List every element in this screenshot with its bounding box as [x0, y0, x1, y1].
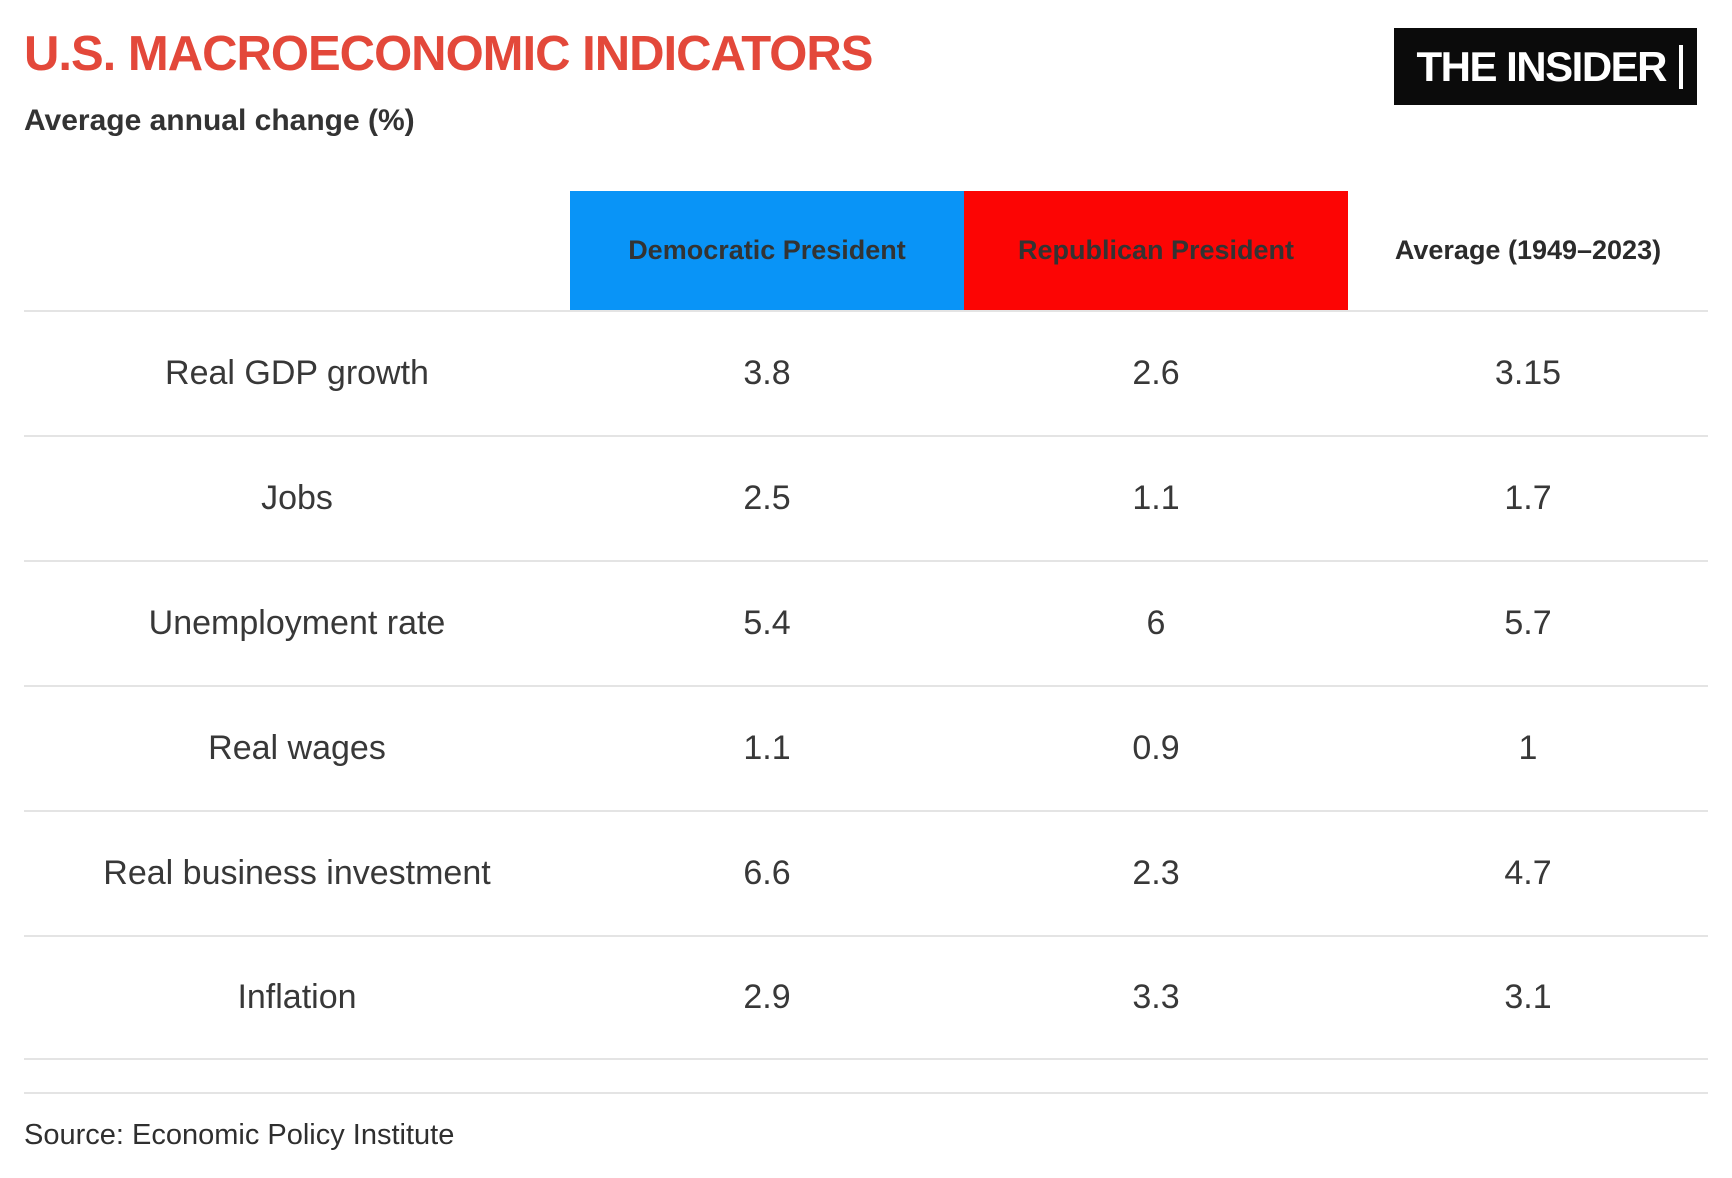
- row-label: Unemployment rate: [148, 603, 446, 642]
- rep-value: 3.3: [1132, 977, 1180, 1016]
- dem-value: 2.9: [743, 977, 791, 1016]
- table-row: Real wages 1.1 0.9 1: [24, 684, 1708, 810]
- logo-wordmark: THE INSIDER: [1416, 42, 1667, 90]
- avg-value: 1: [1518, 728, 1538, 767]
- table-row: Real GDP growth 3.8 2.6 3.15: [24, 309, 1708, 435]
- header-republican-president: Republican President: [964, 190, 1348, 310]
- text-cursor-icon: [1679, 44, 1683, 89]
- header-cell-empty: [24, 191, 570, 310]
- rep-value: 0.9: [1132, 728, 1180, 767]
- header-democratic-president: Democratic President: [570, 190, 964, 310]
- dem-value: 5.4: [743, 603, 791, 642]
- avg-value: 5.7: [1504, 603, 1552, 642]
- bottom-rule-spacer: [24, 1060, 1708, 1094]
- table-body: Real GDP growth 3.8 2.6 3.15 Jobs 2.5 1.…: [24, 309, 1708, 1060]
- source-attribution: Source: Economic Policy Institute: [24, 1118, 455, 1151]
- table-row: Jobs 2.5 1.1 1.7: [24, 434, 1708, 560]
- row-label: Inflation: [237, 977, 357, 1016]
- table-header-row: Democratic President Republican Presiden…: [24, 190, 1708, 310]
- row-label: Real GDP growth: [165, 353, 429, 392]
- avg-value: 1.7: [1504, 478, 1552, 517]
- header-average: Average (1949–2023): [1394, 234, 1662, 265]
- rep-value: 1.1: [1132, 478, 1180, 517]
- avg-value: 3.1: [1504, 977, 1552, 1016]
- page-title: U.S. MACROECONOMIC INDICATORS: [24, 27, 873, 81]
- dem-value: 6.6: [743, 853, 791, 892]
- dem-value: 3.8: [743, 353, 791, 392]
- table-row: Inflation 2.9 3.3 3.1: [24, 934, 1708, 1060]
- row-label: Jobs: [261, 478, 333, 517]
- dem-value: 2.5: [743, 478, 791, 517]
- the-insider-logo: THE INSIDER: [1394, 28, 1697, 105]
- rep-value: 6: [1146, 603, 1166, 642]
- row-label: Real wages: [208, 728, 386, 767]
- avg-value: 3.15: [1494, 353, 1562, 392]
- avg-value: 4.7: [1504, 853, 1552, 892]
- indicators-table: Democratic President Republican Presiden…: [24, 190, 1708, 1094]
- table-row: Real business investment 6.6 2.3 4.7: [24, 809, 1708, 935]
- rep-value: 2.3: [1132, 853, 1180, 892]
- table-row: Unemployment rate 5.4 6 5.7: [24, 559, 1708, 685]
- rep-value: 2.6: [1132, 353, 1180, 392]
- chart-subtitle: Average annual change (%): [24, 103, 415, 137]
- dem-value: 1.1: [743, 728, 791, 767]
- row-label: Real business investment: [103, 853, 491, 892]
